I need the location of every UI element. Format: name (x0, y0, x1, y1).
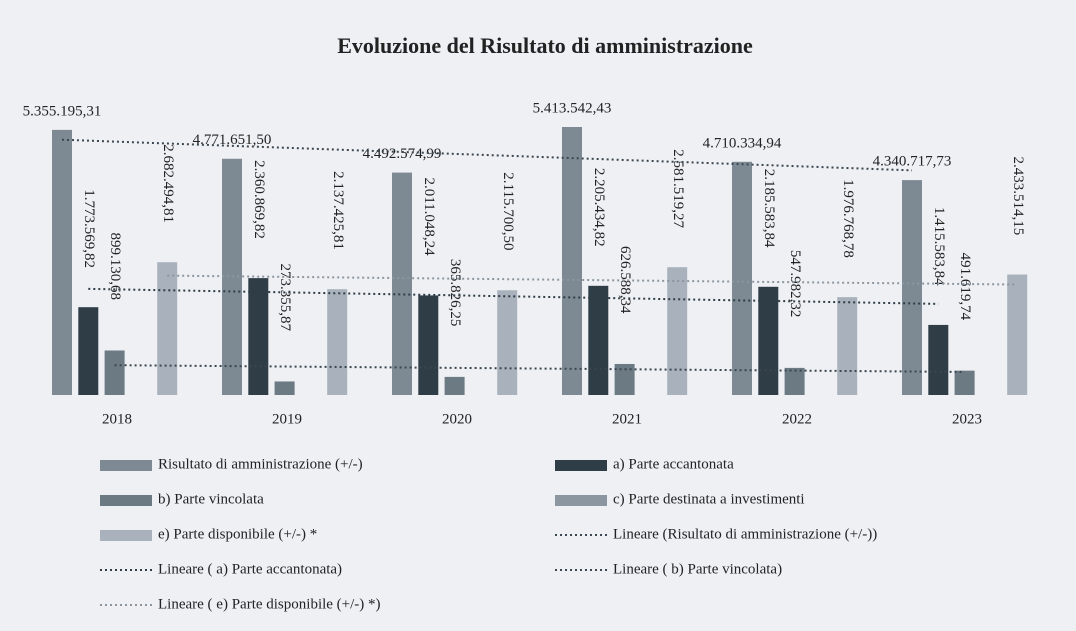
data-label: 2.205.434,82 (591, 168, 607, 247)
data-label: 2.433.514,15 (1010, 157, 1026, 236)
legend-swatch (555, 460, 607, 471)
x-tick-label: 2018 (102, 411, 132, 427)
legend-swatch (555, 495, 607, 506)
data-label: 2.115.700,50 (500, 172, 516, 250)
data-label: 1.773.569,82 (81, 189, 97, 268)
x-tick-label: 2021 (612, 411, 642, 427)
bar (418, 295, 439, 395)
bar (392, 172, 412, 395)
bar (837, 297, 858, 395)
legend-label: Lineare ( e) Parte disponibile (+/-) *) (158, 596, 381, 612)
data-label: 273.355,87 (277, 263, 293, 331)
data-label: 5.355.195,31 (23, 103, 102, 119)
x-tick-label: 2023 (952, 411, 982, 427)
bar (104, 350, 125, 395)
data-label: 2.682.494,81 (160, 144, 176, 223)
bar (928, 324, 949, 395)
bar (157, 262, 178, 395)
bar (614, 363, 635, 395)
bar (52, 129, 72, 396)
trend-line (167, 274, 1018, 286)
data-label: 4.492.574,99 (363, 146, 442, 162)
legend-label: Lineare ( a) Parte accantonata) (158, 561, 342, 577)
bar (222, 158, 242, 395)
data-label: 4.340.717,73 (873, 154, 952, 170)
data-label: 2.581.519,27 (670, 149, 686, 228)
data-label: 5.413.542,43 (533, 100, 612, 116)
legend-label: a) Parte accantonata (613, 456, 734, 472)
data-label: 547.982,32 (787, 250, 803, 318)
data-label: 626.588,34 (617, 246, 633, 314)
data-label: 365.826,25 (447, 259, 463, 327)
legend-swatch (100, 495, 152, 506)
bar (562, 127, 582, 395)
chart-title: Evoluzione del Risultato di amministrazi… (337, 33, 753, 58)
data-label: 899.130,68 (107, 232, 123, 299)
data-label: 4.710.334,94 (703, 135, 782, 151)
legend-label: Lineare ( b) Parte vincolata) (613, 561, 782, 577)
bar (588, 285, 609, 395)
legend-label: e) Parte disponibile (+/-) * (158, 526, 317, 542)
data-label: 491.619,74 (957, 253, 973, 321)
bar (758, 286, 779, 395)
x-tick-label: 2019 (272, 411, 302, 427)
bar (667, 267, 688, 395)
bar (444, 376, 465, 395)
bar (732, 161, 752, 395)
bar (954, 370, 975, 395)
trend-line (114, 364, 965, 373)
trend-line (88, 287, 939, 305)
legend-swatch (100, 460, 152, 471)
data-label: 1.976.768,78 (840, 179, 856, 258)
bar (327, 289, 348, 395)
data-label: 1.415.583,84 (931, 207, 947, 286)
legend-label: b) Parte vincolata (158, 491, 264, 507)
legend-label: Lineare (Risultato di amministrazione (+… (613, 526, 877, 542)
legend-label: Risultato di amministrazione (+/-) (158, 456, 363, 472)
data-label: 2.185.583,84 (761, 169, 777, 248)
trend-line (61, 138, 913, 172)
bar (1007, 274, 1028, 395)
data-label: 2.360.869,82 (251, 160, 267, 239)
bar (497, 290, 518, 395)
bar (902, 180, 922, 395)
bar (274, 381, 295, 395)
legend-label: c) Parte destinata a investimenti (613, 491, 805, 507)
data-label: 2.137.425,81 (330, 171, 346, 250)
bar (248, 278, 269, 395)
legend-swatch (100, 530, 152, 541)
x-tick-label: 2022 (782, 411, 812, 427)
bar (784, 367, 805, 395)
data-label: 2.011.048,24 (421, 177, 437, 256)
x-tick-label: 2020 (442, 411, 472, 427)
bar (78, 307, 99, 395)
